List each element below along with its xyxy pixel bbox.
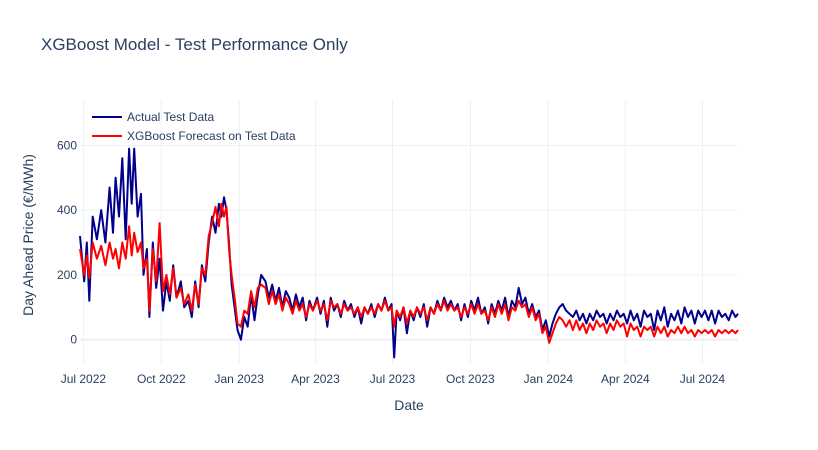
series-layer — [79, 147, 739, 359]
x-tick-label-6: Jan 2024 — [524, 372, 574, 386]
legend-item-forecast[interactable]: XGBoost Forecast on Test Data — [92, 129, 296, 143]
x-tick-label-7: Apr 2024 — [601, 372, 650, 386]
series-line-actual — [79, 147, 739, 359]
gridlines — [80, 100, 738, 364]
y-tick-label-3: 600 — [57, 138, 77, 152]
x-tick-label-2: Jan 2023 — [215, 372, 265, 386]
legend-item-actual[interactable]: Actual Test Data — [92, 110, 214, 124]
series-line-forecast — [79, 202, 739, 344]
x-axis-ticks: Jul 2022 Oct 2022 Jan 2023 Apr 2023 Jul 2023… — [61, 372, 726, 386]
legend: Actual Test Data XGBoost Forecast on Tes… — [92, 110, 296, 143]
chart-title: XGBoost Model - Test Performance Only — [41, 35, 348, 54]
y-tick-label-2: 400 — [57, 203, 77, 217]
y-tick-label-1: 200 — [57, 268, 77, 282]
x-tick-label-8: Jul 2024 — [680, 372, 726, 386]
legend-label-forecast: XGBoost Forecast on Test Data — [127, 129, 296, 143]
y-axis-title: Day Ahead Price (€/MWh) — [20, 154, 36, 316]
x-tick-label-1: Oct 2022 — [137, 372, 186, 386]
y-axis-ticks: 0 200 400 600 — [57, 138, 77, 346]
x-tick-label-5: Oct 2023 — [446, 372, 495, 386]
x-axis-title: Date — [394, 397, 424, 413]
x-tick-label-0: Jul 2022 — [61, 372, 107, 386]
y-tick-label-0: 0 — [70, 333, 77, 347]
x-tick-label-3: Apr 2023 — [291, 372, 340, 386]
legend-label-actual: Actual Test Data — [127, 110, 214, 124]
x-tick-label-4: Jul 2023 — [370, 372, 416, 386]
